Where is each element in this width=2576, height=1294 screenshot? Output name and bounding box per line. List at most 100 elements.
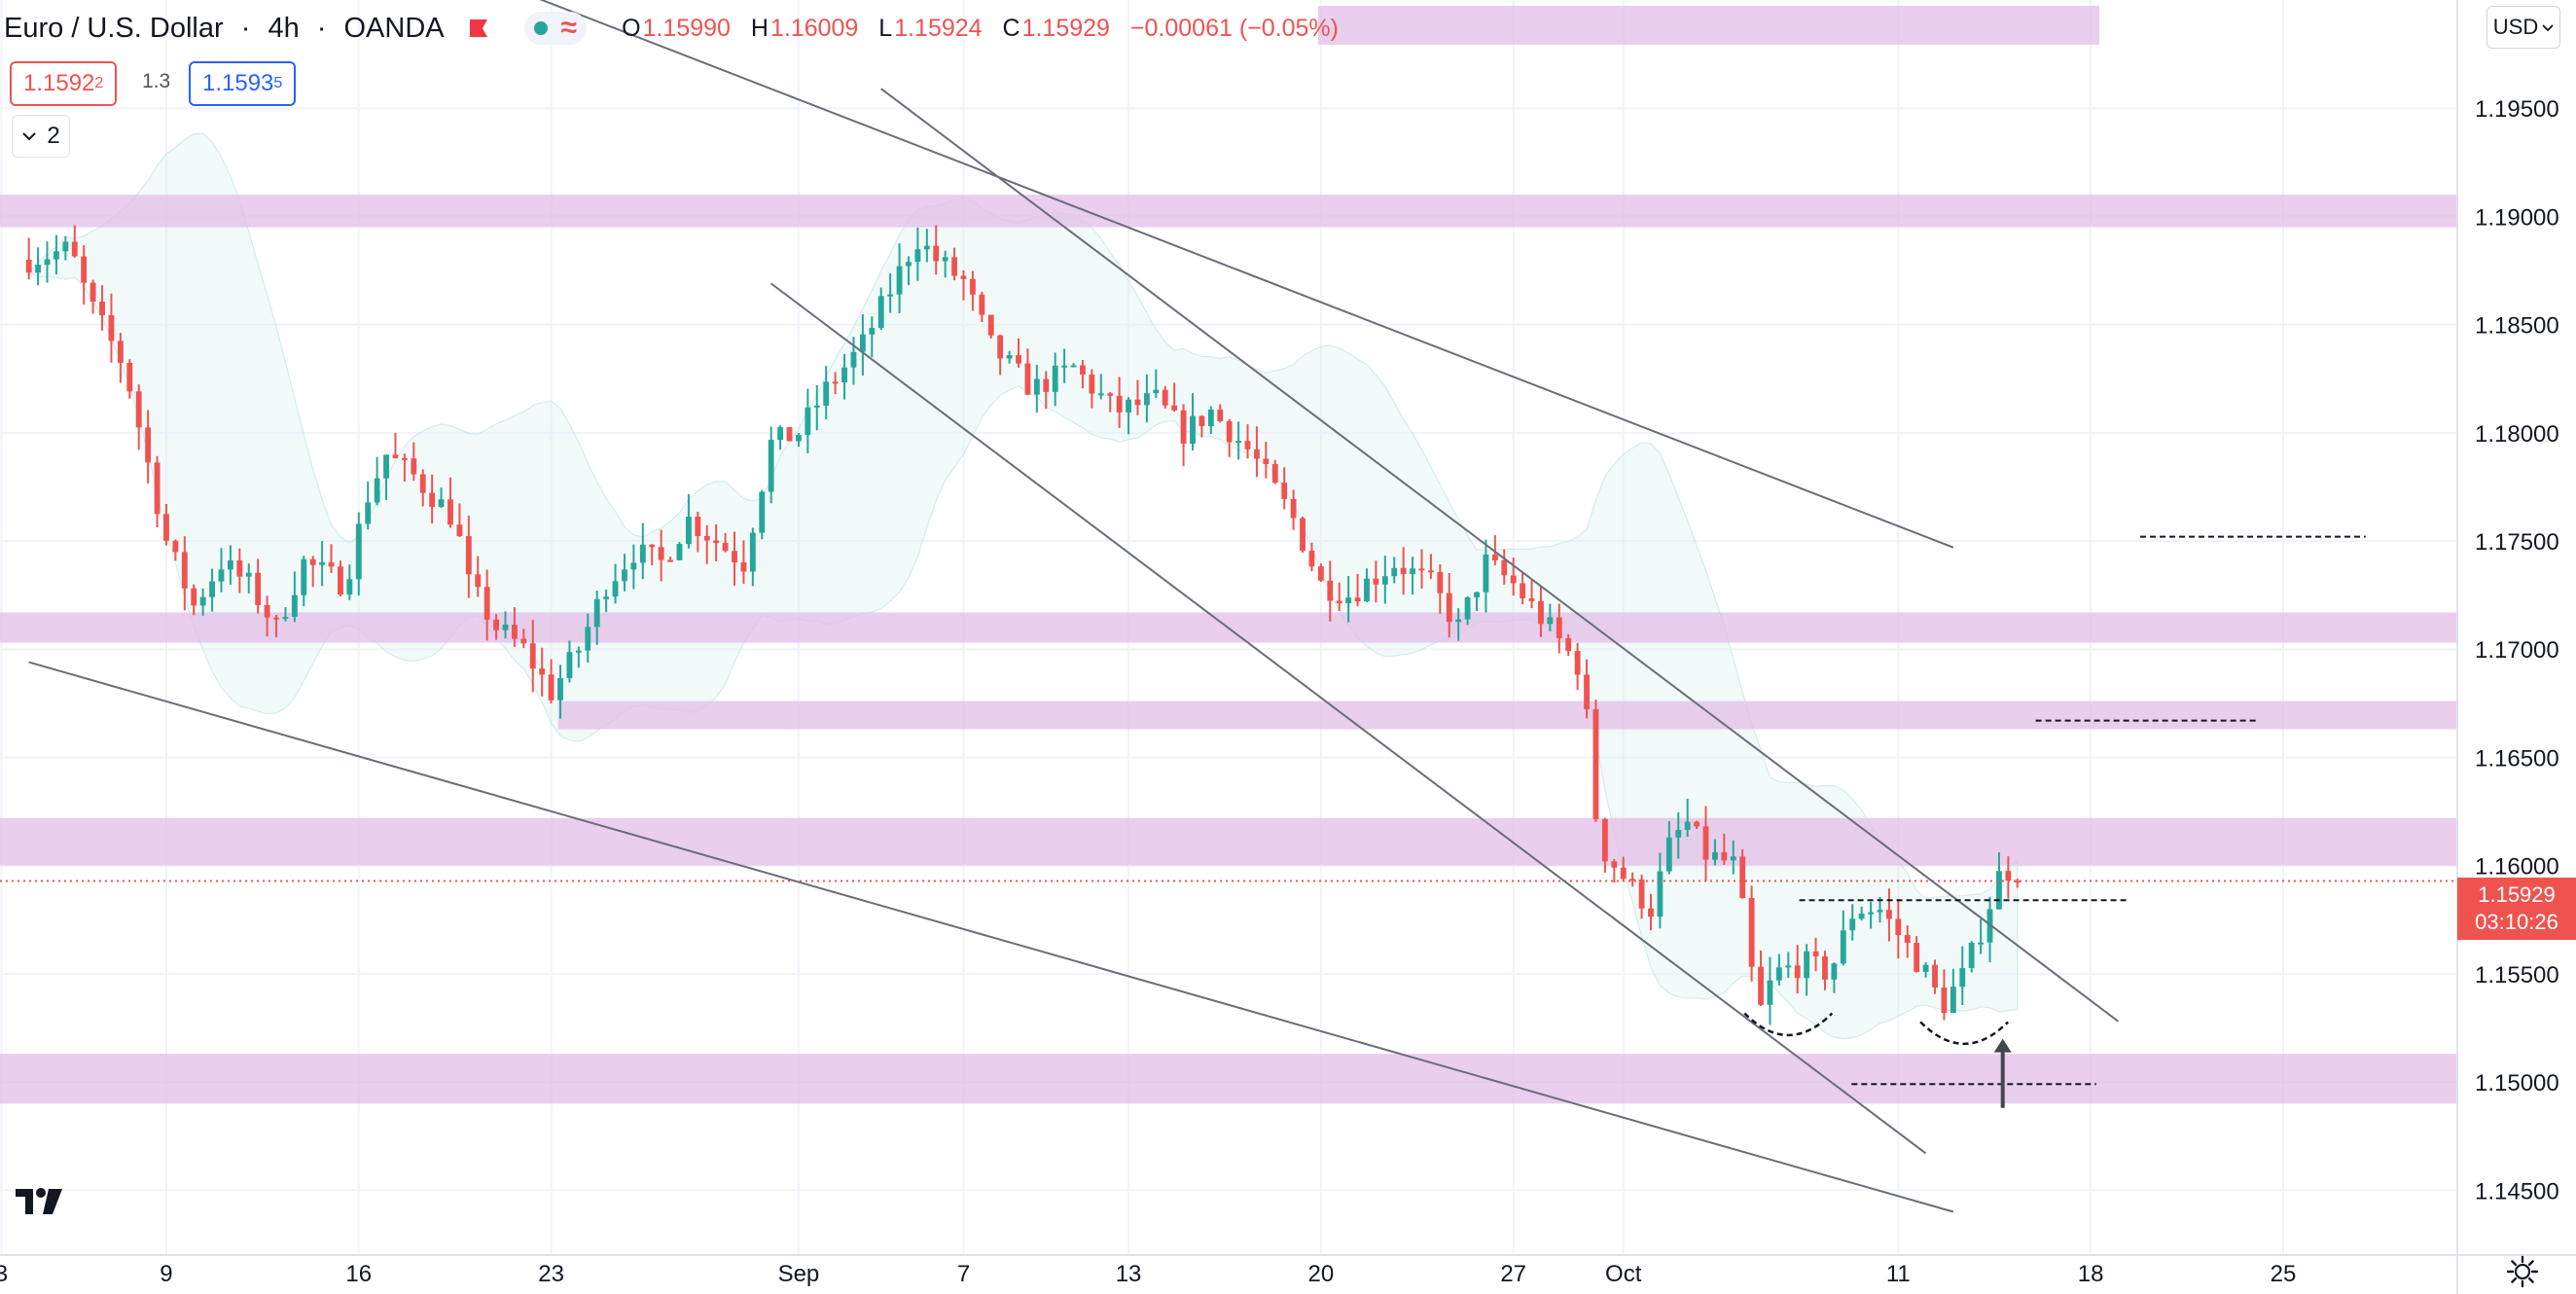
candle-body xyxy=(475,574,482,588)
low-value: 1.15924 xyxy=(894,14,983,42)
candle-body xyxy=(1556,617,1562,638)
candle-body xyxy=(282,617,289,620)
candle-body xyxy=(1308,551,1315,567)
trend-channel-lower xyxy=(28,661,1954,1213)
candle-body xyxy=(89,282,96,303)
candle-body xyxy=(1822,955,1828,980)
zone-band-top xyxy=(1318,6,2099,45)
candle-body xyxy=(1354,597,1361,602)
candle-body xyxy=(1547,617,1554,625)
candle-body xyxy=(135,391,142,428)
spread-value: 1.3 xyxy=(142,70,171,92)
candle-body xyxy=(1804,951,1810,979)
candle-body xyxy=(1483,554,1489,593)
candle-body xyxy=(1336,600,1342,604)
candle-body xyxy=(951,257,958,276)
candle-body xyxy=(1263,458,1270,464)
candle-body xyxy=(1840,930,1846,964)
candle-body xyxy=(1162,389,1168,406)
symbol-name: Euro / U.S. Dollar xyxy=(4,12,224,44)
candle-body xyxy=(1070,365,1077,368)
candle-body xyxy=(81,256,88,283)
candle-body xyxy=(732,551,737,563)
candle-body xyxy=(1446,593,1452,623)
candle-body xyxy=(1675,829,1682,838)
indicators-count: 2 xyxy=(47,123,60,149)
chart-legend: Euro / U.S. Dollar · 4h · OANDA ≈ O1.159… xyxy=(0,6,1339,51)
indicators-toggle-button[interactable]: 2 xyxy=(12,115,70,158)
candle-body xyxy=(35,265,42,273)
candle-body xyxy=(1638,879,1645,909)
candle-body xyxy=(896,266,903,295)
candle-body xyxy=(685,516,692,545)
candle-body xyxy=(1629,879,1636,881)
candle-body xyxy=(181,552,188,589)
price-tick-label: 1.18000 xyxy=(2475,421,2559,448)
candle-body xyxy=(1665,837,1672,872)
time-tick-label: 7 xyxy=(957,1261,970,1287)
candle-body xyxy=(1199,415,1205,427)
bottom-arc xyxy=(1743,1012,1834,1037)
candle-body xyxy=(1052,365,1058,392)
candle-body xyxy=(1491,554,1498,560)
candle-body xyxy=(713,540,720,544)
candle-body xyxy=(1932,964,1938,988)
candle-body xyxy=(218,569,225,582)
close-value: 1.15929 xyxy=(1021,14,1110,42)
candle-body xyxy=(1758,966,1764,1005)
price-tick-label: 1.16000 xyxy=(2475,854,2559,881)
candle-body xyxy=(1254,449,1260,459)
sell-price: 1.1592 xyxy=(23,70,95,96)
candle-body xyxy=(1097,393,1104,396)
candle-body xyxy=(1721,851,1728,861)
time-tick-label: 16 xyxy=(345,1261,372,1287)
candle-body xyxy=(1914,943,1920,972)
currency-label: USD xyxy=(2492,15,2539,39)
candle-body xyxy=(960,275,967,279)
candle-body xyxy=(1190,415,1196,445)
candle-body xyxy=(1134,399,1141,406)
zone-band-4 xyxy=(0,817,2456,866)
candle-body xyxy=(117,341,124,363)
candle-body xyxy=(512,625,518,639)
symbol-title[interactable]: Euro / U.S. Dollar · 4h · OANDA xyxy=(4,12,445,44)
buy-button[interactable]: 1.1593 5 xyxy=(189,61,297,106)
candle-body xyxy=(841,367,847,382)
candle-body xyxy=(227,560,233,570)
candle-body xyxy=(1885,910,1892,919)
flag-icon[interactable] xyxy=(468,18,489,39)
candle-body xyxy=(493,619,500,630)
sell-button[interactable]: 1.1592 2 xyxy=(10,61,118,106)
candle-body xyxy=(603,596,610,599)
zone-band-1 xyxy=(0,195,2456,228)
candle-body xyxy=(1290,498,1297,519)
candle-body xyxy=(796,435,802,442)
currency-select[interactable]: USD xyxy=(2487,6,2560,49)
waves-icon[interactable]: ≈ xyxy=(560,12,578,44)
high-value: 1.16009 xyxy=(769,14,859,42)
change-value: −0.00061 (−0.05%) xyxy=(1129,14,1339,42)
tradingview-logo[interactable] xyxy=(14,1185,64,1218)
candle-body xyxy=(1895,918,1902,936)
time-tick-label: Sep xyxy=(778,1261,820,1287)
settings-icon[interactable] xyxy=(2506,1255,2539,1288)
candle-body xyxy=(1226,420,1233,443)
bollinger-band-area xyxy=(27,132,2019,1040)
candle-body xyxy=(1648,908,1654,917)
drawing-annotations xyxy=(0,0,2456,1213)
candle-body xyxy=(805,407,811,436)
candle-body xyxy=(869,328,876,335)
candle-body xyxy=(273,617,279,620)
price-tick-label: 1.17000 xyxy=(2475,637,2559,664)
candle-body xyxy=(1611,861,1618,868)
candle-body xyxy=(209,581,215,597)
candle-body xyxy=(1244,441,1251,449)
indicator-pill[interactable]: ≈ xyxy=(523,12,588,45)
candle-body xyxy=(539,668,546,675)
candle-body xyxy=(1941,987,1948,1014)
price-tick-label: 1.19500 xyxy=(2475,96,2559,123)
visible-dot-icon[interactable] xyxy=(533,21,548,35)
candle-body xyxy=(255,572,262,605)
